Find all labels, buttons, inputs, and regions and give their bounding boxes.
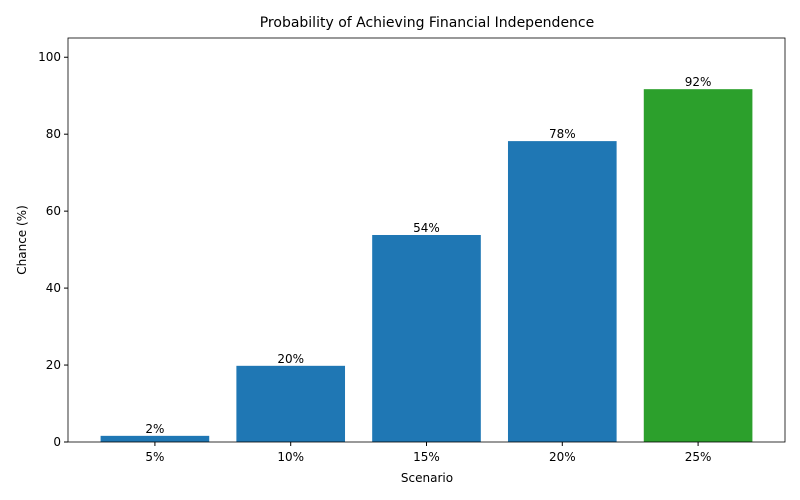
data-label: 20% — [277, 352, 304, 366]
data-label: 54% — [413, 221, 440, 235]
y-tick-label: 0 — [53, 435, 61, 449]
y-tick-label: 100 — [38, 50, 61, 64]
data-label: 92% — [685, 75, 712, 89]
y-tick-label: 60 — [46, 204, 61, 218]
bar — [236, 365, 346, 442]
x-axis-label: Scenario — [401, 471, 453, 485]
bar — [507, 141, 617, 442]
bar — [372, 234, 481, 442]
x-tick-label: 10% — [277, 450, 304, 464]
data-label: 2% — [145, 422, 164, 436]
x-tick-label: 15% — [413, 450, 440, 464]
y-tick-label: 80 — [46, 127, 61, 141]
x-tick-label: 20% — [549, 450, 576, 464]
bar — [100, 435, 210, 442]
data-label: 78% — [549, 127, 576, 141]
x-tick-label: 25% — [685, 450, 712, 464]
bar — [643, 89, 753, 442]
plot-frame — [67, 37, 786, 443]
y-tick-label: 20 — [46, 358, 61, 372]
x-tick-label: 5% — [145, 450, 164, 464]
y-axis-label: Chance (%) — [15, 205, 29, 275]
chart-title: Probability of Achieving Financial Indep… — [260, 15, 595, 31]
y-tick-label: 40 — [46, 281, 61, 295]
